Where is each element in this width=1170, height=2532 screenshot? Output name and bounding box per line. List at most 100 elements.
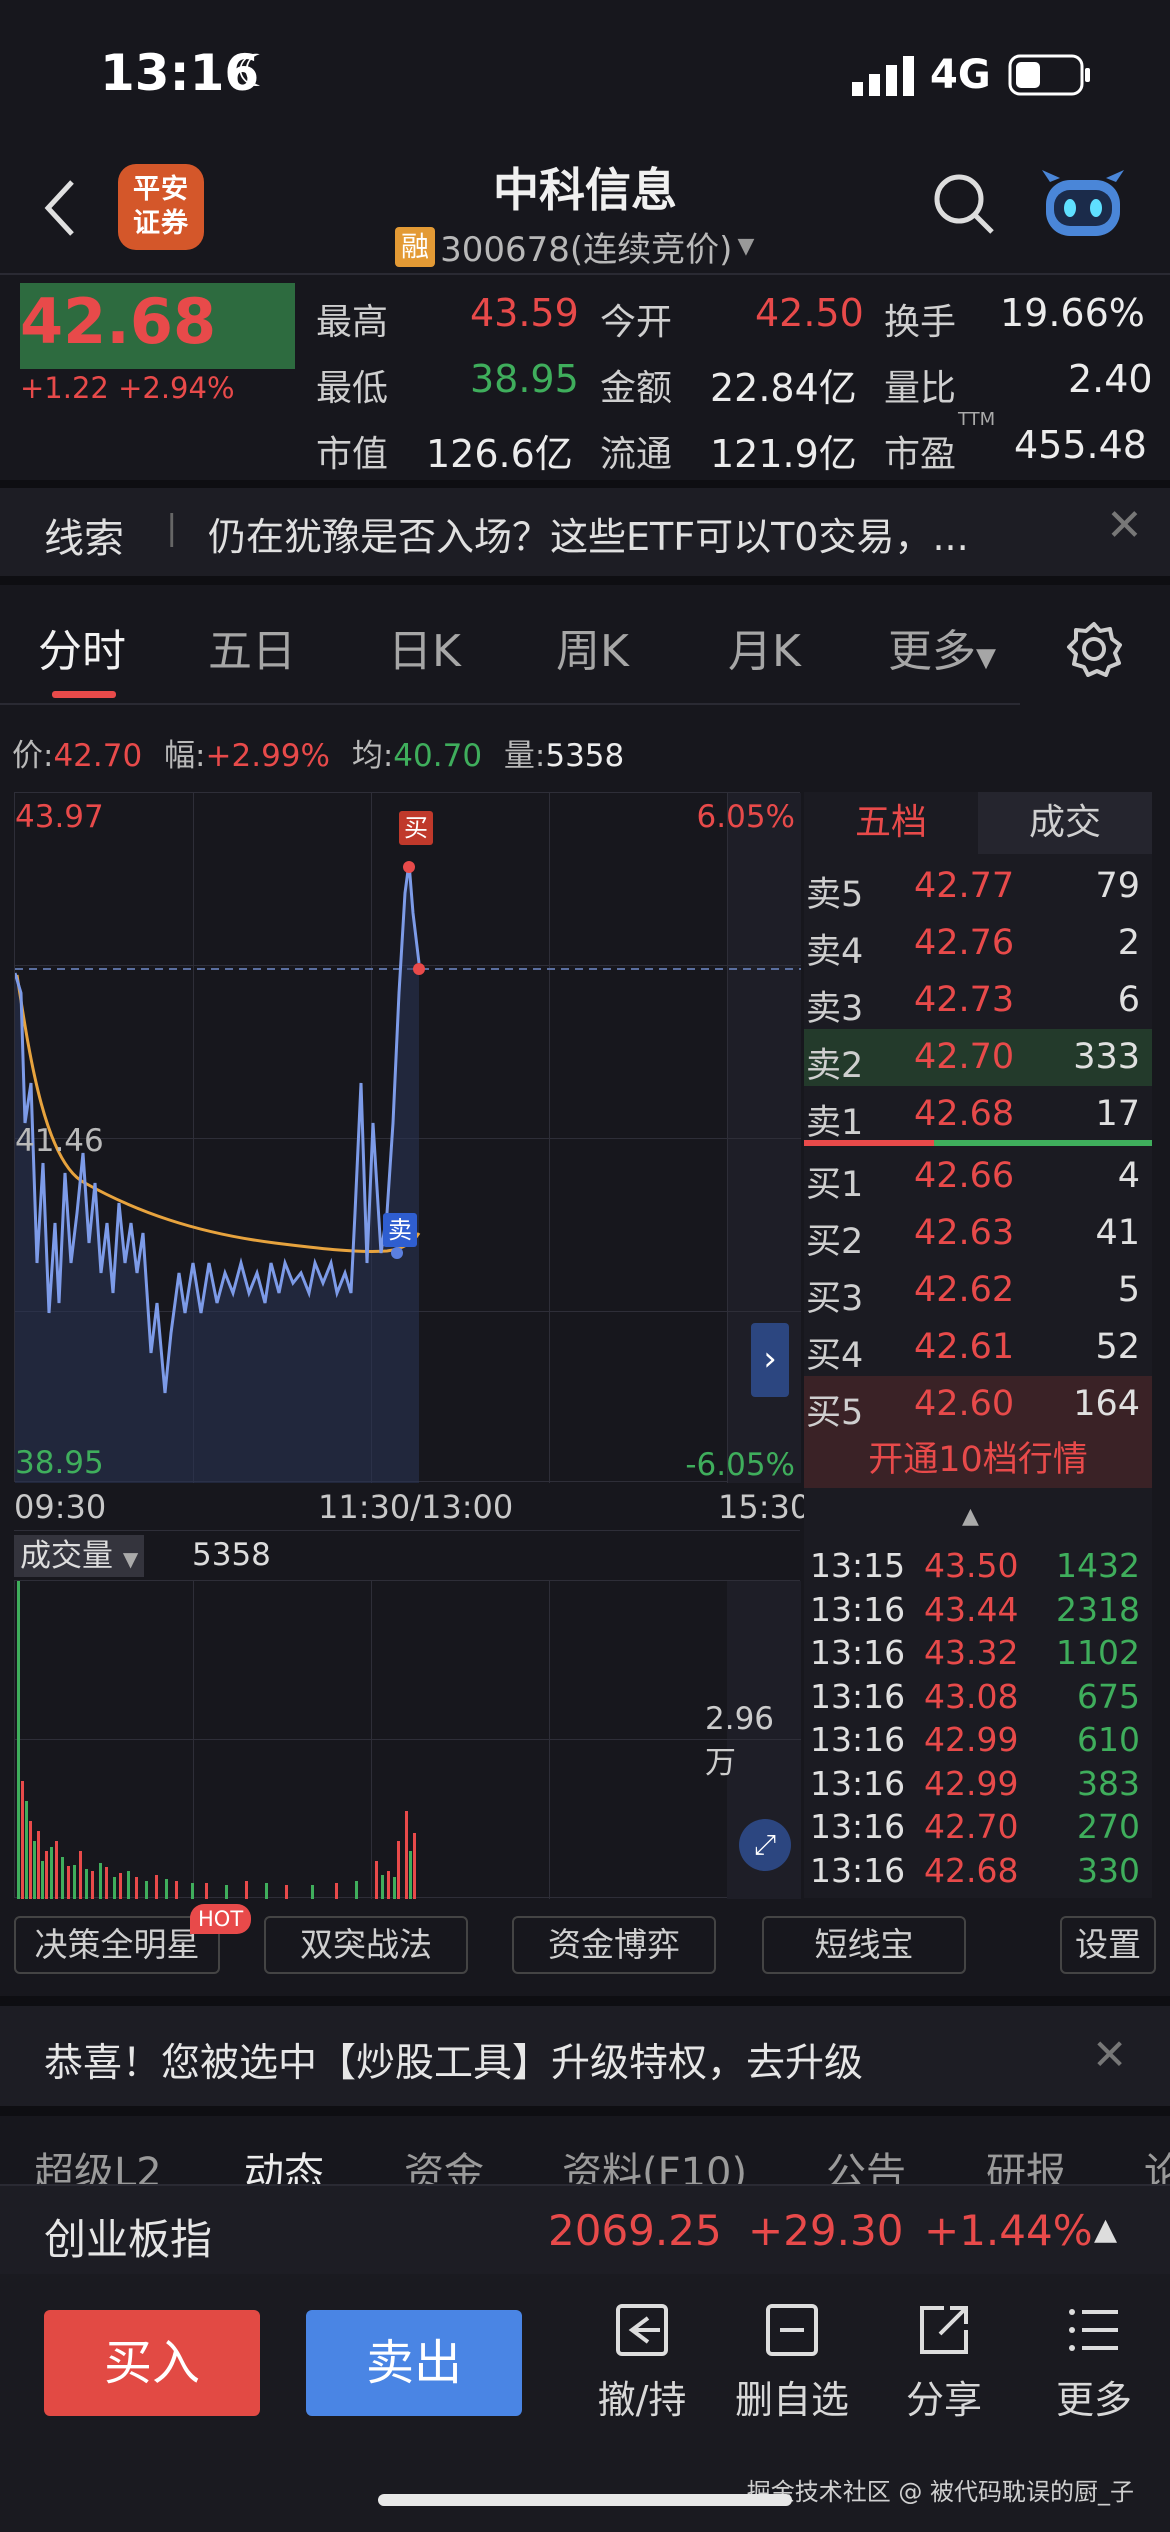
- tab-super-l2[interactable]: 超级L2: [34, 2150, 162, 2184]
- level-price: 42.68: [914, 1094, 1015, 1134]
- tool-settings[interactable]: 设置: [1060, 1916, 1156, 1974]
- volume-header[interactable]: 成交量 ▼ 5358: [14, 1530, 800, 1580]
- pe-label: 市盈: [884, 434, 957, 475]
- close-icon[interactable]: ✕: [1092, 2030, 1128, 2079]
- gridline: [549, 1581, 550, 1899]
- watermark: 掘金技术社区 @ 被代码耽误的厨_子: [746, 2478, 1134, 2506]
- buy-marker[interactable]: 买: [399, 811, 433, 845]
- sell-button[interactable]: 卖出: [306, 2310, 522, 2416]
- level-volume: 333: [1073, 1037, 1140, 1077]
- upgrade-ten-levels-button[interactable]: 开通10档行情: [804, 1432, 1152, 1488]
- more-button[interactable]: 更多: [1034, 2300, 1154, 2424]
- tool-decision-star[interactable]: 决策全明星: [14, 1916, 220, 1974]
- buy-button[interactable]: 买入: [44, 2310, 260, 2416]
- tab-announcement[interactable]: 公告: [826, 2150, 906, 2184]
- robot-assistant-icon[interactable]: [1040, 168, 1126, 242]
- search-icon[interactable]: [932, 172, 996, 236]
- buy-point: [403, 861, 415, 873]
- back-icon[interactable]: [40, 178, 80, 238]
- volume-bar-group: [21, 1781, 416, 1899]
- level-label: 卖4: [806, 932, 864, 972]
- chevron-down-icon: ▼: [122, 1547, 139, 1571]
- broker-logo[interactable]: 平安证券: [118, 164, 204, 250]
- tab-five-levels[interactable]: 五档: [854, 802, 927, 843]
- hot-badge: HOT: [190, 1904, 252, 1934]
- price-line: [15, 862, 421, 1394]
- level-label: 买2: [806, 1222, 864, 1262]
- tab-research[interactable]: 研报: [986, 2150, 1066, 2184]
- stock-code[interactable]: 融 300678(连续竞价) ▼: [395, 222, 754, 270]
- volume-max-label: 2.96万: [705, 1701, 775, 1781]
- remove-watchlist-button[interactable]: 删自选: [732, 2300, 852, 2424]
- gear-icon[interactable]: [1066, 621, 1122, 677]
- tab-news-feed[interactable]: 动态: [244, 2150, 324, 2184]
- divider: [0, 480, 1170, 488]
- tab-f10[interactable]: 资料(F10): [562, 2150, 748, 2184]
- tool-capital-game[interactable]: 资金博弈: [512, 1916, 716, 1974]
- news-text[interactable]: 仍在犹豫是否入场？这些ETF可以T0交易，...: [208, 515, 969, 559]
- share-button[interactable]: 分享: [884, 2300, 1004, 2424]
- tool-short-line-label: 短线宝: [814, 1925, 914, 1964]
- chevron-up-icon[interactable]: ▲: [1094, 2212, 1118, 2247]
- level-volume: 6: [1117, 980, 1140, 1020]
- bid-row: 买4 42.61 52: [804, 1319, 1152, 1376]
- level-volume: 52: [1095, 1327, 1140, 1367]
- open-label: 今开: [600, 302, 673, 343]
- trade-price: 43.32: [924, 1633, 1019, 1672]
- level-label: 卖5: [806, 875, 864, 915]
- avg-info-label: 均:: [351, 738, 394, 774]
- vol-info-label: 量:: [503, 738, 546, 774]
- news-ticker[interactable]: 线索 | 仍在犹豫是否入场？这些ETF可以T0交易，... ✕: [0, 488, 1170, 576]
- bid-list: 买1 42.66 4 买2 42.63 41 买3 42.62 5 买4 42.61 52 买5 42.6…: [804, 1148, 1152, 1433]
- tab-capital[interactable]: 资金: [404, 2150, 484, 2184]
- tab-more[interactable]: 更多▼: [888, 615, 996, 679]
- tab-more-label: 更多: [888, 626, 976, 677]
- trade-row: 13:16 42.68 330: [804, 1849, 1152, 1893]
- level-label: 买3: [806, 1279, 864, 1319]
- cancel-hold-button[interactable]: 撤/持: [582, 2300, 702, 2424]
- sell-marker[interactable]: 卖: [383, 1213, 417, 1247]
- close-icon[interactable]: ✕: [1106, 500, 1143, 551]
- trade-price: 43.08: [924, 1676, 1019, 1716]
- tab-trades[interactable]: 成交: [978, 792, 1152, 854]
- chart-tabs: 分时 五日 日K 周K 月K 更多▼: [0, 585, 1170, 705]
- tool-double-breakout[interactable]: 双突战法: [264, 1916, 468, 1974]
- low-label: 最低: [316, 368, 389, 409]
- gridline: [15, 1739, 801, 1740]
- stock-title: 中科信息: [493, 163, 677, 217]
- current-price: 42.68: [20, 285, 217, 358]
- level-volume: 17: [1095, 1094, 1140, 1134]
- share-label: 分享: [905, 2378, 982, 2422]
- tab-intraday[interactable]: 分时: [38, 626, 126, 677]
- ask-row: 卖3 42.73 6: [804, 972, 1152, 1029]
- turnover-value: 19.66%: [1000, 291, 1145, 335]
- intraday-chart[interactable]: 买 卖 43.97 41.46 38.95 6.05% -6.05% ›: [14, 792, 801, 1483]
- tab-forum[interactable]: 论: [1144, 2150, 1170, 2184]
- tab-five-day[interactable]: 五日: [208, 626, 296, 677]
- tool-short-line[interactable]: 短线宝: [762, 1916, 966, 1974]
- expand-panel-button[interactable]: ›: [751, 1323, 789, 1397]
- remove-watchlist-label: 删自选: [734, 2378, 849, 2422]
- y-max-price: 43.97: [15, 799, 104, 835]
- trade-volume: 383: [1077, 1763, 1140, 1803]
- promo-text[interactable]: 恭喜！您被选中【炒股工具】升级特权，去升级: [44, 2041, 864, 2086]
- index-bar[interactable]: 创业板指 2069.25 +29.30 +1.44% ▲: [0, 2184, 1170, 2274]
- level-price: 42.60: [914, 1384, 1015, 1424]
- trade-price: 43.44: [924, 1589, 1019, 1629]
- price-line-svg: [15, 861, 801, 1483]
- float-value: 121.9亿: [710, 432, 857, 476]
- trade-volume: 270: [1077, 1807, 1140, 1846]
- index-name: 创业板指: [44, 2215, 213, 2264]
- tool-double-breakout-label: 双突战法: [300, 1925, 432, 1964]
- high-label: 最高: [316, 302, 389, 343]
- tab-weekly-k[interactable]: 周K: [556, 626, 629, 677]
- tab-daily-k[interactable]: 日K: [388, 626, 461, 677]
- level-price: 42.73: [914, 980, 1015, 1020]
- trade-row: 13:16 43.44 2318: [804, 1588, 1152, 1632]
- tab-monthly-k[interactable]: 月K: [728, 626, 801, 677]
- promo-banner[interactable]: 恭喜！您被选中【炒股工具】升级特权，去升级 ✕: [0, 2006, 1170, 2106]
- price-info-value: 42.70: [53, 738, 143, 774]
- fullscreen-icon[interactable]: ⤢: [739, 1819, 791, 1871]
- volume-label[interactable]: 成交量 ▼: [14, 1535, 145, 1577]
- chevron-up-icon[interactable]: ▲: [962, 1504, 979, 1529]
